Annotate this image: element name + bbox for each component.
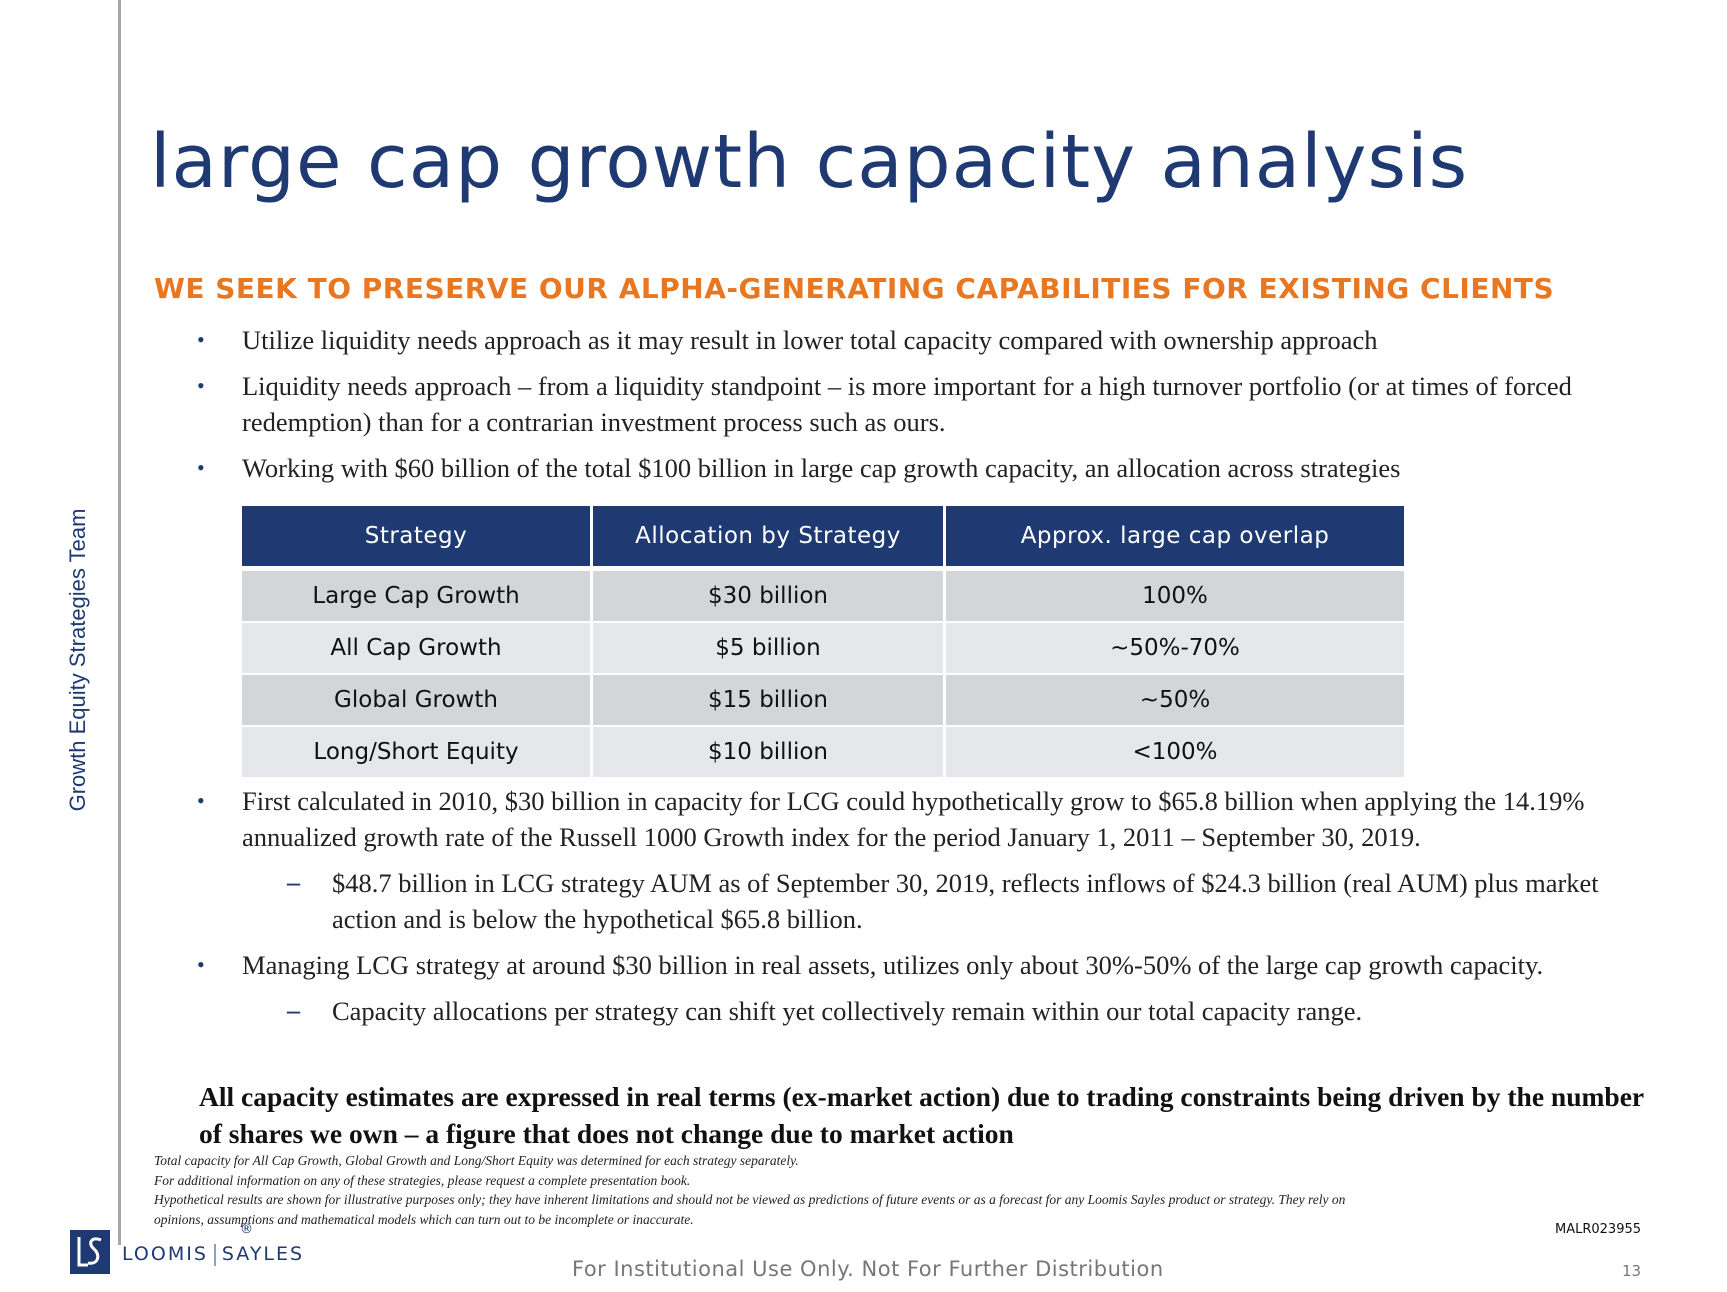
- table-cell: All Cap Growth: [242, 622, 593, 675]
- table-header-row: Strategy Allocation by Strategy Approx. …: [242, 506, 1404, 571]
- left-rule: [118, 0, 121, 1245]
- table-cell: Long/Short Equity: [242, 726, 593, 779]
- disclaimer: Total capacity for All Cap Growth, Globa…: [154, 1151, 1394, 1229]
- company-logo: LOOMIS SAYLES: [70, 1230, 302, 1275]
- table-row: Global Growth $15 billion ~50%: [242, 674, 1404, 727]
- table-cell: Global Growth: [242, 674, 593, 727]
- side-label-text: Growth Equity Strategies Team: [65, 508, 90, 812]
- table-cell: $15 billion: [591, 674, 946, 727]
- disclaimer-line: Hypothetical results are shown for illus…: [154, 1192, 1346, 1227]
- sub-bullet-item: Capacity allocations per strategy can sh…: [197, 993, 1667, 1029]
- table-cell: $30 billion: [591, 568, 946, 623]
- logo-divider: [213, 1243, 216, 1266]
- allocation-table: Strategy Allocation by Strategy Approx. …: [242, 506, 1404, 779]
- table-cell: <100%: [944, 726, 1404, 779]
- bullet-item: Working with $60 billion of the total $1…: [197, 450, 1667, 486]
- column-header: Approx. large cap overlap: [944, 506, 1404, 571]
- table-cell: 100%: [944, 568, 1404, 623]
- table-cell: ~50%: [944, 674, 1404, 727]
- bullet-item: Liquidity needs approach – from a liquid…: [197, 368, 1667, 440]
- logo-word-right: SAYLES: [221, 1243, 305, 1265]
- top-bullet-list: Utilize liquidity needs approach as it m…: [197, 322, 1667, 496]
- page-number: 13: [1622, 1262, 1642, 1280]
- footer-notice: For Institutional Use Only. Not For Furt…: [572, 1257, 1164, 1281]
- table-cell: $10 billion: [591, 726, 946, 779]
- table-row: Large Cap Growth $30 billion 100%: [242, 568, 1404, 623]
- registered-mark: ®: [240, 1222, 253, 1237]
- logo-word-left: LOOMIS: [122, 1243, 208, 1265]
- column-header: Allocation by Strategy: [591, 506, 946, 571]
- column-header: Strategy: [242, 506, 593, 571]
- disclaimer-line: For additional information on any of the…: [154, 1172, 691, 1188]
- page-title: large cap growth capacity analysis: [150, 119, 1469, 205]
- document-id: MALR023955: [1555, 1222, 1642, 1237]
- table-row: Long/Short Equity $10 billion <100%: [242, 726, 1404, 779]
- table-cell: Large Cap Growth: [242, 568, 593, 623]
- bullet-item: First calculated in 2010, $30 billion in…: [197, 783, 1667, 855]
- disclaimer-line: Total capacity for All Cap Growth, Globa…: [154, 1153, 799, 1168]
- table-cell: $5 billion: [591, 622, 946, 675]
- bullet-item: Utilize liquidity needs approach as it m…: [197, 322, 1667, 358]
- logo-mark-icon: [70, 1230, 110, 1274]
- bullet-item: Managing LCG strategy at around $30 bill…: [197, 947, 1667, 983]
- capacity-note: All capacity estimates are expressed in …: [199, 1081, 1644, 1149]
- table-row: All Cap Growth $5 billion ~50%-70%: [242, 622, 1404, 675]
- table-cell: ~50%-70%: [944, 622, 1404, 675]
- logo-wordmark: LOOMIS SAYLES: [122, 1243, 304, 1266]
- section-subtitle: WE SEEK TO PRESERVE OUR ALPHA-GENERATING…: [154, 272, 1555, 305]
- sub-bullet-item: $48.7 billion in LCG strategy AUM as of …: [197, 865, 1667, 937]
- bottom-bullet-list: First calculated in 2010, $30 billion in…: [197, 783, 1667, 1039]
